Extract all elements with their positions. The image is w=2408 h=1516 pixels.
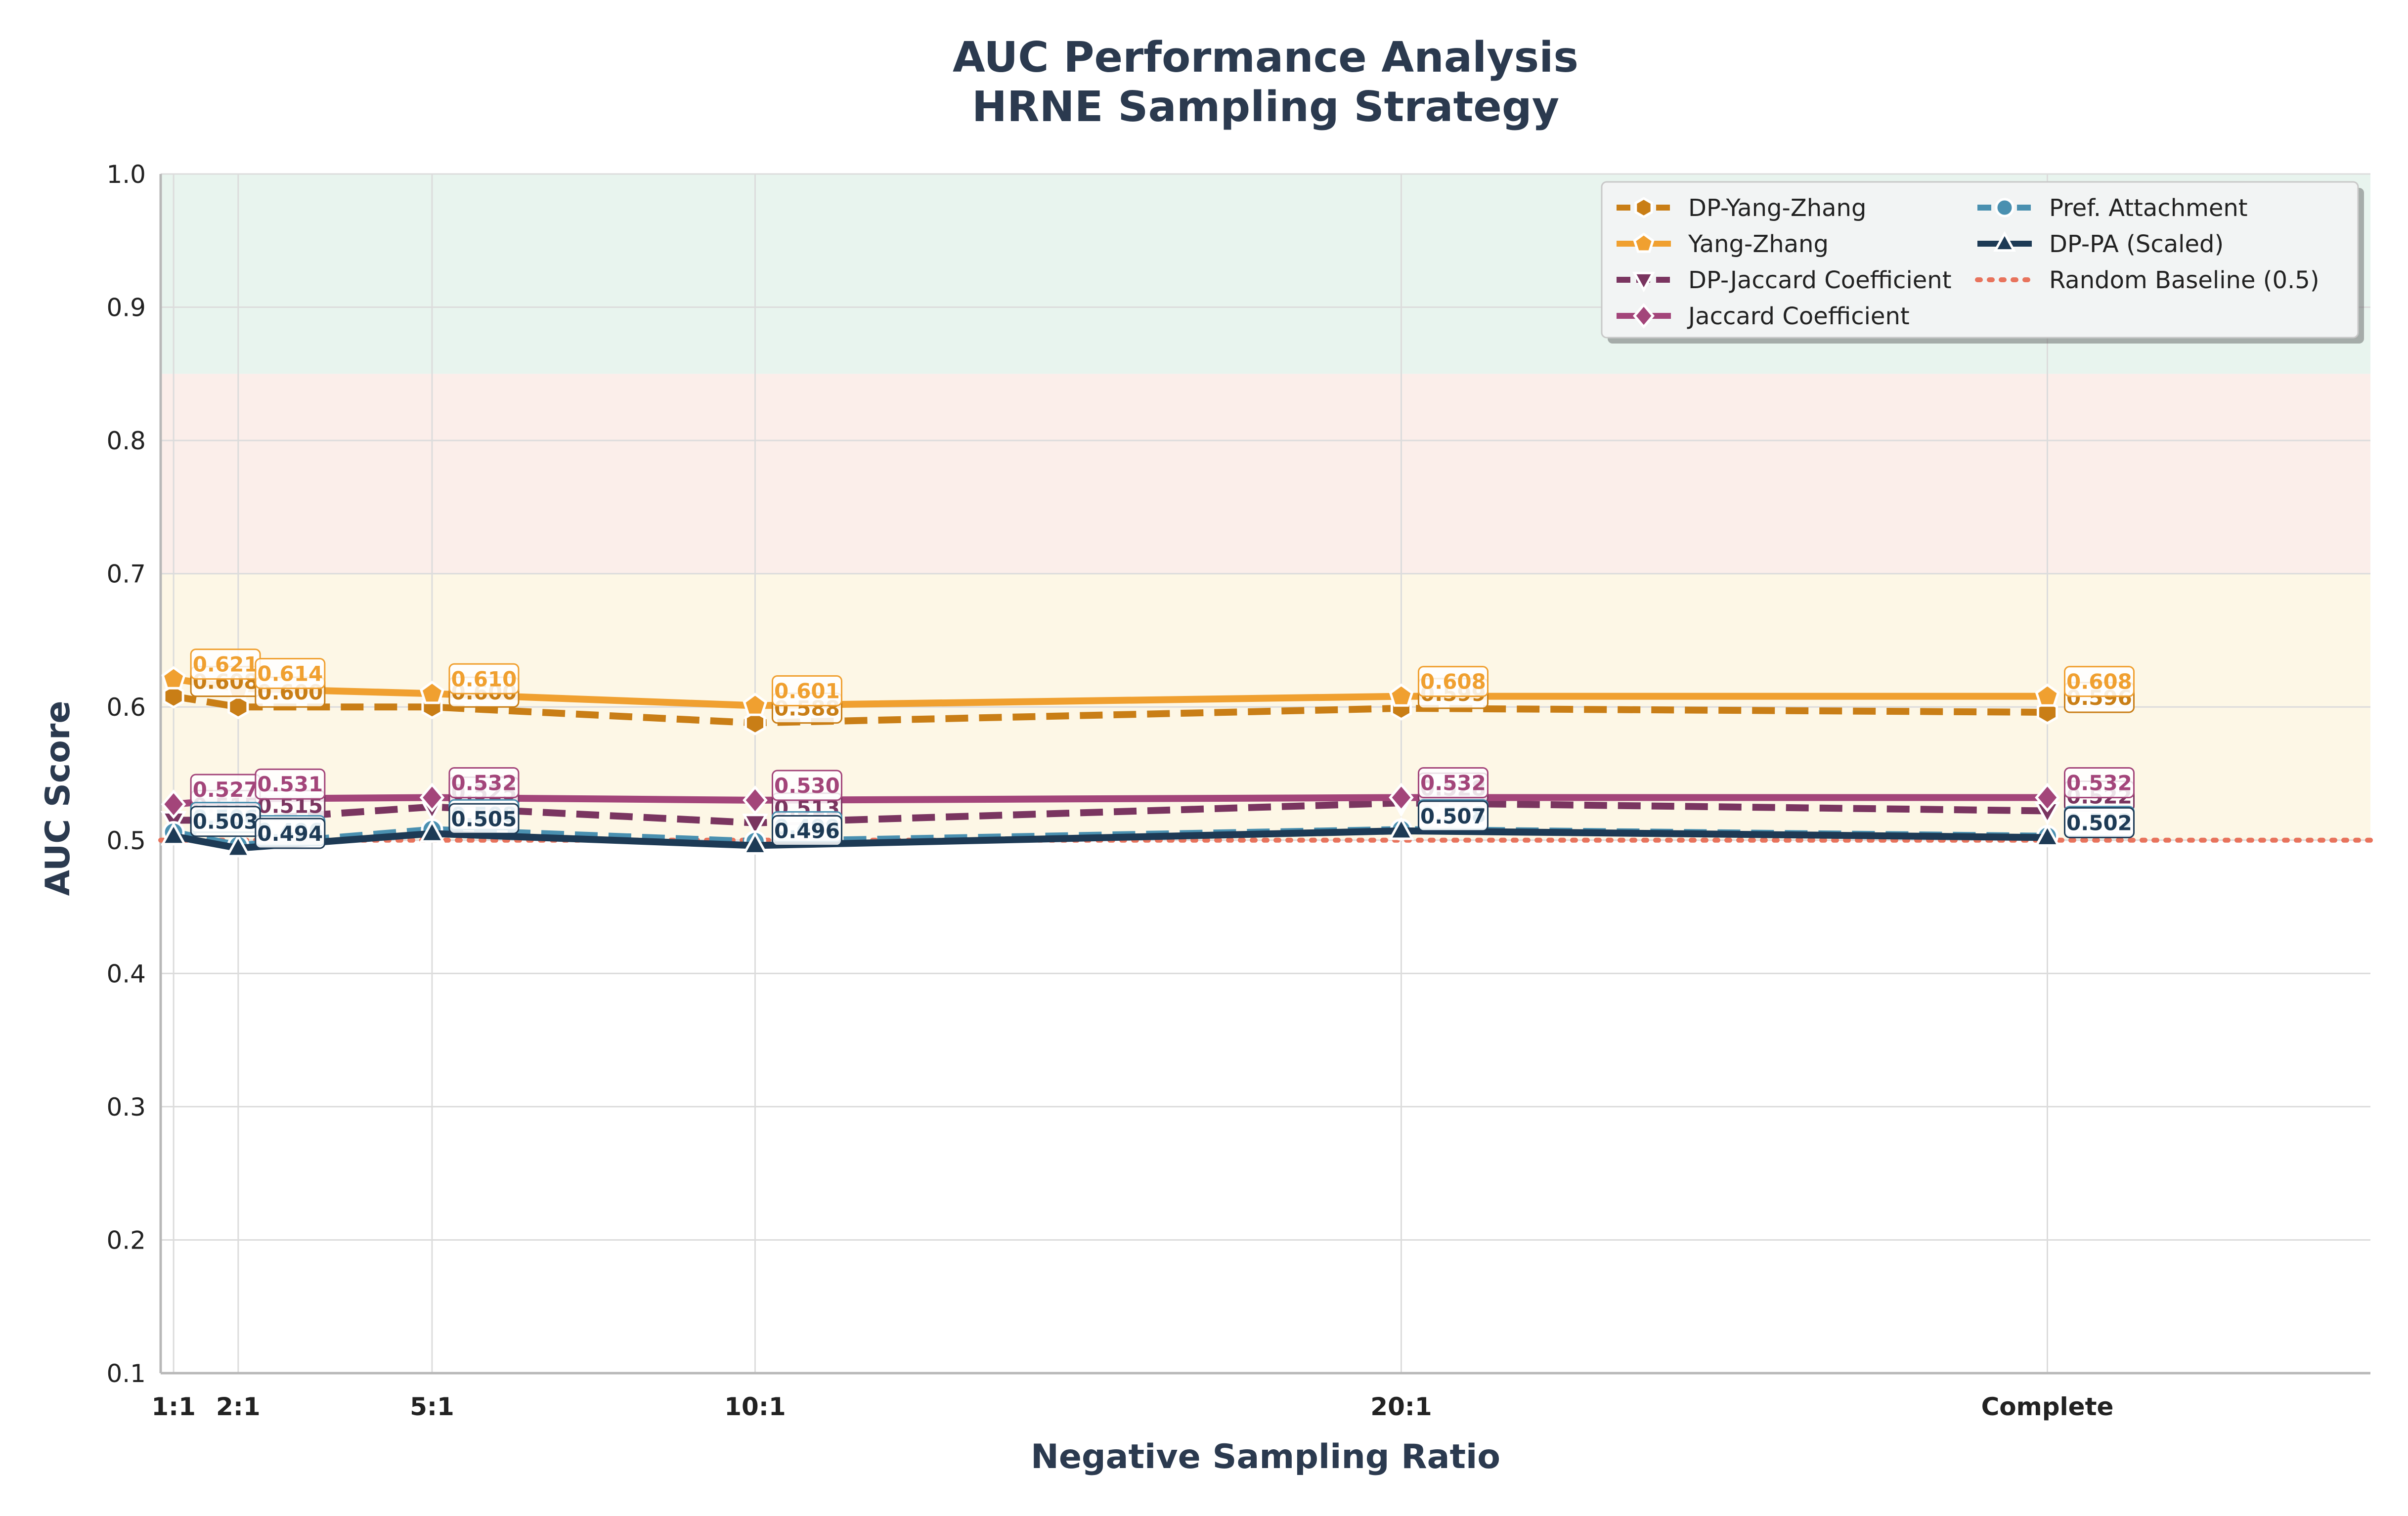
data-point-marker xyxy=(160,822,187,846)
data-label-box xyxy=(1417,767,1489,799)
legend-swatch-marker xyxy=(1995,198,2014,217)
data-point-marker xyxy=(227,694,249,720)
y-tick-label: 0.1 xyxy=(106,1359,146,1388)
x-tick-label: 5:1 xyxy=(410,1392,454,1421)
y-tick-label: 0.6 xyxy=(106,693,146,722)
data-label-box xyxy=(255,818,326,849)
legend-swatch-marker xyxy=(1632,271,1655,293)
legend-entry-label: DP-Jaccard Coefficient xyxy=(1688,266,1952,294)
data-label: 0.496 xyxy=(774,819,840,843)
legend-entry-label: Random Baseline (0.5) xyxy=(2049,266,2320,294)
data-point-marker xyxy=(225,833,252,858)
y-tick-label: 0.7 xyxy=(106,560,146,589)
y-tick-label: 1.0 xyxy=(106,160,146,189)
data-point-marker xyxy=(419,819,445,843)
data-point-marker xyxy=(163,684,184,709)
y-tick-label: 0.5 xyxy=(106,826,146,855)
legend: DP-Yang-Zhang Yang-Zhang DP-Jaccard Coeffi… xyxy=(1601,181,2364,344)
x-axis-label: Negative Sampling Ratio xyxy=(1031,1437,1500,1476)
y-tick-label: 0.4 xyxy=(106,959,146,988)
data-label: 0.530 xyxy=(774,774,840,798)
chart-title-line-1: AUC Performance Analysis xyxy=(953,33,1578,82)
data-label: 0.531 xyxy=(257,772,323,796)
x-tick-label: 1:1 xyxy=(151,1392,196,1421)
legend-swatch-marker xyxy=(1633,303,1655,329)
y-tick-label: 0.2 xyxy=(106,1226,146,1255)
data-label-box xyxy=(771,770,842,801)
data-point-marker xyxy=(2035,683,2060,707)
legend-entry-label: Pref. Attachment xyxy=(2049,194,2248,222)
data-point-marker xyxy=(744,710,766,736)
data-label: 0.621 xyxy=(193,652,259,677)
data-point-marker xyxy=(743,693,768,716)
data-point-marker xyxy=(2034,823,2060,847)
data-label-box xyxy=(448,803,520,834)
data-point-marker xyxy=(1389,782,1414,813)
legend-box xyxy=(1601,181,2359,339)
data-label: 0.532 xyxy=(451,771,517,795)
data-point-marker xyxy=(2035,782,2060,813)
legend-swatch-marker xyxy=(1634,197,1653,218)
data-label: 0.532 xyxy=(1420,771,1486,795)
data-label: 0.608 xyxy=(2066,670,2132,694)
data-label: 0.601 xyxy=(774,679,840,703)
data-point-marker xyxy=(742,831,768,855)
data-point-marker xyxy=(1388,816,1414,840)
chart-title-line-2: HRNE Sampling Strategy xyxy=(972,83,1559,131)
data-label-box xyxy=(1417,666,1489,697)
legend-entry-label: Yang-Zhang xyxy=(1688,230,1829,258)
data-label: 0.608 xyxy=(1420,670,1486,694)
x-tick-label: Complete xyxy=(1981,1392,2114,1421)
data-label-box xyxy=(448,663,520,694)
legend-entry-label: DP-PA (Scaled) xyxy=(2049,230,2224,258)
axes: 0.1 0.2 0.3 0.4 0.5 0.6 0.7 0.8 0.9 1.0 1:1 2:1 5:1 1… xyxy=(106,160,2370,1421)
legend-entry-label: Jaccard Coefficient xyxy=(1687,303,1910,330)
data-labels: 0.6080.6000.6000.5880.5990.5960.6210.614… xyxy=(190,649,2135,849)
data-label-box xyxy=(448,767,520,799)
data-label-box xyxy=(255,657,326,689)
data-point-marker xyxy=(419,782,445,813)
data-label: 0.507 xyxy=(1420,804,1486,828)
data-point-marker xyxy=(2036,700,2058,725)
y-tick-label: 0.3 xyxy=(106,1093,146,1122)
data-label: 0.502 xyxy=(2066,811,2132,835)
legend-swatch-marker xyxy=(1993,231,2016,252)
data-label-box xyxy=(1417,800,1489,832)
data-label-box xyxy=(2063,807,2135,838)
data-point-marker xyxy=(161,666,186,690)
x-tick-label: 10:1 xyxy=(724,1392,786,1421)
y-axis-label: AUC Score xyxy=(39,701,78,896)
series-line-5 xyxy=(173,827,2048,852)
data-point-marker xyxy=(161,789,186,819)
data-label-box xyxy=(255,768,326,800)
data-label: 0.532 xyxy=(2066,771,2132,795)
x-tick-label: 20:1 xyxy=(1370,1392,1432,1421)
x-tick-label: 2:1 xyxy=(216,1392,261,1421)
band-1 xyxy=(161,374,2370,574)
legend-swatch-marker xyxy=(1633,232,1655,253)
data-point-marker xyxy=(420,681,444,704)
data-point-marker xyxy=(1389,683,1414,707)
y-tick-label: 0.8 xyxy=(106,427,146,455)
legend-entry-label: DP-Yang-Zhang xyxy=(1688,194,1866,222)
data-label: 0.527 xyxy=(193,778,259,802)
data-label: 0.610 xyxy=(451,667,517,691)
data-label: 0.494 xyxy=(257,822,323,846)
data-label: 0.505 xyxy=(451,807,517,831)
data-label-box xyxy=(2063,666,2135,697)
data-label-box xyxy=(2063,767,2135,799)
y-tick-label: 0.9 xyxy=(106,294,146,322)
data-label: 0.503 xyxy=(193,810,259,834)
data-label-box xyxy=(771,815,842,847)
data-label-box xyxy=(771,675,842,707)
series-line-0 xyxy=(173,693,2048,727)
data-point-marker xyxy=(743,785,768,815)
data-label: 0.614 xyxy=(257,661,323,686)
